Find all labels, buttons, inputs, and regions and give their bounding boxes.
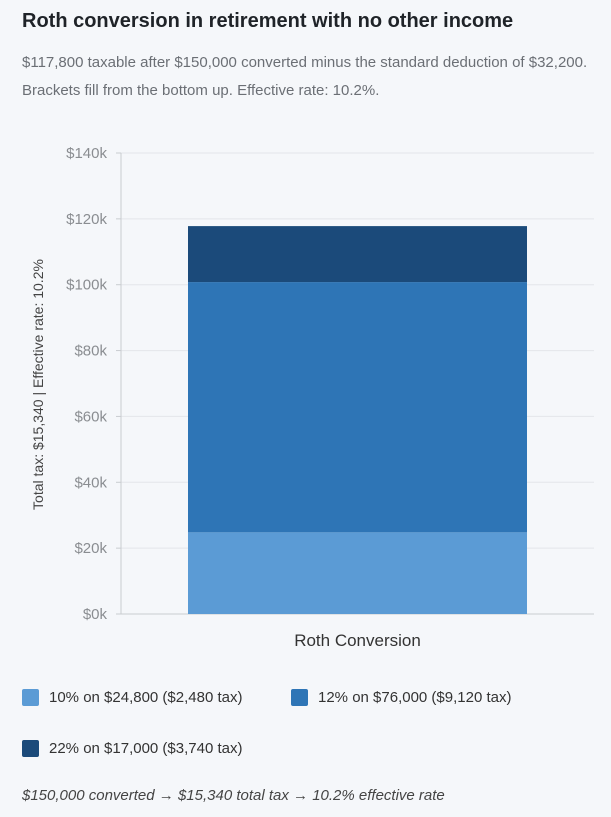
- x-category-label: Roth Conversion: [294, 631, 421, 650]
- chart-subtitle: $117,800 taxable after $150,000 converte…: [22, 54, 588, 99]
- bar-segment-2: [188, 282, 527, 533]
- legend-item-12pct: 12% on $76,000 ($9,120 tax): [291, 689, 511, 706]
- y-tick-label: $140k: [66, 145, 107, 162]
- legend-swatch-12pct: [291, 689, 308, 706]
- legend-item-22pct: 22% on $17,000 ($3,740 tax): [22, 740, 242, 757]
- bar-segment-1: [188, 532, 527, 614]
- stacked-bar-chart: $0k $20k $40k $60k $80k $100k $120k $140k Roth C…: [30, 145, 594, 650]
- legend-label-22pct: 22% on $17,000 ($3,740 tax): [49, 740, 243, 757]
- chart-footnote: $150,000 converted → $15,340 total tax →…: [22, 787, 445, 804]
- y-tick-label: $0k: [83, 606, 108, 623]
- y-tick-label: $100k: [66, 277, 107, 294]
- legend-label-12pct: 12% on $76,000 ($9,120 tax): [318, 689, 512, 706]
- legend-label-10pct: 10% on $24,800 ($2,480 tax): [49, 689, 243, 706]
- y-axis-label: Total tax: $15,340 | Effective rate: 10.…: [30, 259, 46, 510]
- y-tick-label: $40k: [74, 474, 107, 491]
- legend-item-10pct: 10% on $24,800 ($2,480 tax): [22, 689, 242, 706]
- legend-swatch-22pct: [22, 740, 39, 757]
- bar-segment-3: [188, 226, 527, 283]
- chart-title: Roth conversion in retirement with no ot…: [22, 10, 514, 32]
- y-tick-label: $60k: [74, 408, 107, 425]
- y-tick-label: $20k: [74, 540, 107, 557]
- legend-swatch-10pct: [22, 689, 39, 706]
- y-tick-label: $80k: [74, 343, 107, 360]
- y-tick-label: $120k: [66, 211, 107, 228]
